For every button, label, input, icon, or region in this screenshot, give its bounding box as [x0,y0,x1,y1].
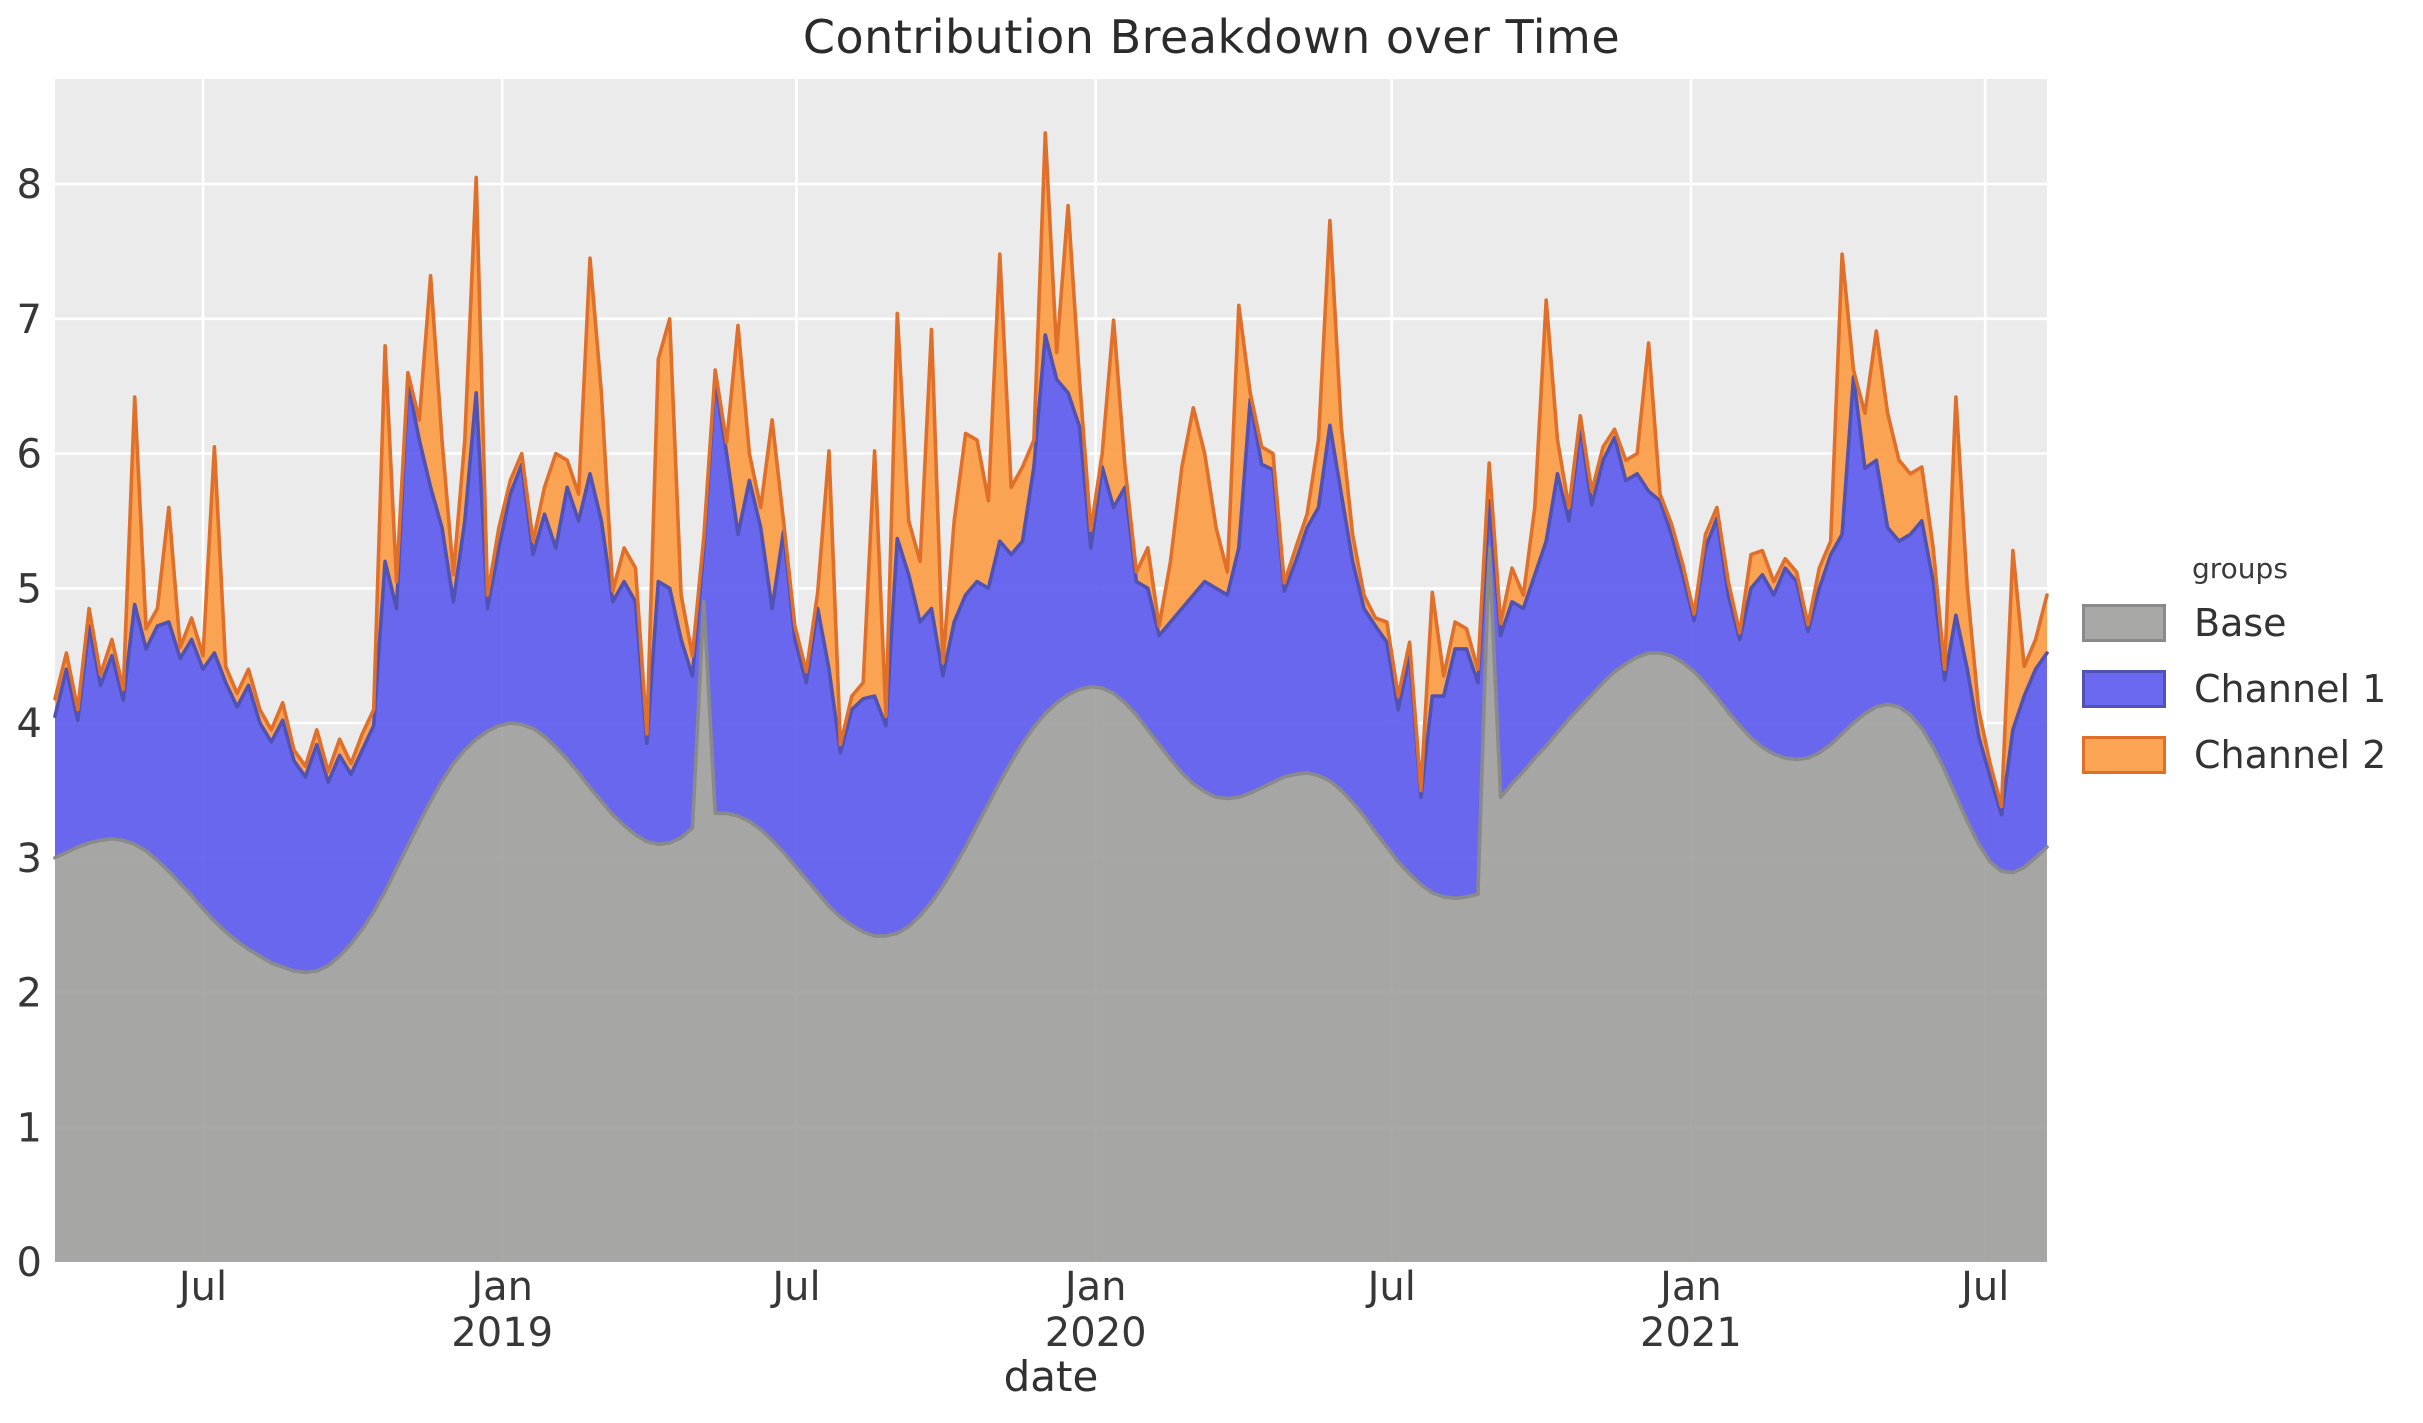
legend: groups Base Channel 1 Channel 2 [2082,552,2386,799]
channel1-swatch-icon [2082,670,2166,708]
area-base [55,547,2047,1262]
x-tick-year-label: 2020 [1045,1310,1147,1356]
x-tick-label: Jul [176,1264,227,1310]
y-tick-label: 4 [17,701,42,747]
x-tick-label: Jan [1657,1264,1722,1310]
legend-label: Channel 2 [2194,733,2387,777]
x-tick-label: Jan [468,1264,533,1310]
y-tick-label: 6 [17,432,42,478]
base-swatch-icon [2082,604,2166,642]
y-tick-label: 0 [17,1240,42,1286]
legend-entry-base: Base [2082,601,2386,645]
legend-label: Base [2194,601,2287,645]
y-tick-label: 7 [17,297,42,343]
y-tick-label: 8 [17,162,42,208]
x-tick-label: Jul [1365,1264,1416,1310]
area-channel-1 [55,335,2047,973]
x-tick-label: Jul [769,1264,820,1310]
y-tick-label: 5 [17,566,42,612]
x-tick-label: Jul [1958,1264,2009,1310]
legend-entry-channel2: Channel 2 [2082,733,2386,777]
legend-label: Channel 1 [2194,667,2387,711]
x-axis-title: date [1003,1352,1099,1401]
channel2-swatch-icon [2082,736,2166,774]
y-tick-label: 1 [17,1105,42,1151]
y-tick-label: 3 [17,836,42,882]
x-tick-year-label: 2021 [1640,1310,1742,1356]
legend-entry-channel1: Channel 1 [2082,667,2386,711]
chart-title: Contribution Breakdown over Time [802,10,1621,64]
y-tick-label: 2 [17,971,42,1017]
x-tick-year-label: 2019 [451,1310,553,1356]
line-base [53,546,2049,975]
line-channel-1 [53,333,2049,817]
x-tick-label: Jan [1062,1264,1127,1310]
legend-title: groups [2192,552,2288,585]
line-channel-2 [53,131,2049,809]
